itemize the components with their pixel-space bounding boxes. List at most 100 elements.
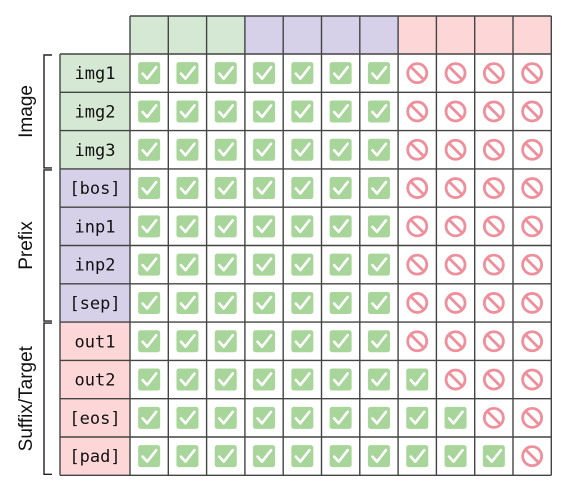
check-icon bbox=[367, 100, 390, 123]
check-icon bbox=[329, 291, 352, 314]
check-icon bbox=[176, 177, 199, 200]
check-mark bbox=[141, 295, 158, 310]
check-mark bbox=[179, 180, 196, 195]
check-mark bbox=[141, 333, 158, 349]
check-icon bbox=[367, 291, 390, 314]
check-mark bbox=[179, 257, 196, 272]
check-mark bbox=[217, 142, 235, 157]
column-header bbox=[474, 16, 513, 54]
check-icon bbox=[291, 177, 314, 200]
check-icon bbox=[138, 445, 161, 468]
check-icon bbox=[329, 138, 352, 161]
no-entry-icon bbox=[406, 292, 429, 314]
column-header bbox=[206, 16, 245, 54]
check-mark bbox=[332, 333, 349, 349]
no-entry-slash bbox=[409, 65, 425, 81]
check-mark bbox=[217, 295, 235, 310]
no-entry-icon bbox=[482, 292, 505, 314]
no-entry-ring bbox=[482, 215, 505, 238]
check-icon bbox=[214, 291, 237, 314]
check-icon bbox=[176, 291, 199, 314]
no-entry-ring bbox=[444, 330, 467, 353]
check-mark bbox=[294, 257, 311, 272]
no-entry-slash bbox=[524, 65, 540, 81]
check-icon bbox=[253, 215, 276, 238]
row-label: [eos] bbox=[69, 409, 120, 429]
check-icon bbox=[406, 368, 429, 391]
check-icon bbox=[367, 368, 390, 391]
group-bracket bbox=[43, 54, 52, 169]
group-label: Image bbox=[16, 85, 37, 138]
no-entry-slash bbox=[409, 218, 425, 235]
no-entry-ring bbox=[482, 292, 505, 314]
group-label: Suffix/Target bbox=[16, 345, 37, 451]
check-icon bbox=[329, 330, 352, 353]
no-entry-icon bbox=[444, 100, 467, 123]
check-mark bbox=[371, 372, 388, 387]
check-mark bbox=[179, 295, 196, 310]
no-entry-ring bbox=[521, 445, 544, 468]
check-mark bbox=[217, 219, 235, 234]
check-mark bbox=[141, 410, 158, 425]
check-icon bbox=[176, 445, 199, 468]
no-entry-ring bbox=[406, 253, 429, 276]
check-icon bbox=[214, 62, 237, 85]
check-mark bbox=[332, 180, 349, 195]
check-icon bbox=[214, 215, 237, 238]
check-icon bbox=[138, 406, 161, 429]
no-entry-icon bbox=[444, 292, 467, 314]
check-icon bbox=[291, 215, 314, 238]
check-mark bbox=[256, 180, 273, 195]
no-entry-icon bbox=[482, 138, 505, 161]
check-icon bbox=[176, 368, 199, 391]
no-entry-slash bbox=[486, 218, 502, 235]
row-label: img3 bbox=[75, 141, 116, 161]
no-entry-ring bbox=[444, 62, 467, 85]
check-mark bbox=[256, 295, 273, 310]
no-entry-ring bbox=[444, 215, 467, 238]
group-label: Prefix bbox=[16, 221, 37, 270]
check-mark bbox=[371, 295, 388, 310]
no-entry-icon bbox=[406, 62, 429, 85]
no-entry-icon bbox=[406, 100, 429, 123]
no-entry-ring bbox=[406, 215, 429, 238]
no-entry-icon bbox=[482, 177, 505, 199]
no-entry-slash bbox=[524, 333, 540, 349]
no-entry-ring bbox=[521, 292, 544, 314]
no-entry-slash bbox=[447, 103, 464, 120]
no-entry-ring bbox=[521, 330, 544, 353]
no-entry-slash bbox=[447, 65, 464, 81]
check-icon bbox=[138, 62, 161, 85]
check-icon bbox=[214, 406, 237, 429]
check-mark bbox=[332, 448, 349, 463]
no-entry-ring bbox=[482, 62, 505, 85]
no-entry-icon bbox=[482, 253, 505, 276]
check-mark bbox=[447, 410, 464, 425]
check-icon bbox=[138, 138, 161, 161]
no-entry-slash bbox=[447, 180, 464, 196]
no-entry-icon bbox=[444, 215, 467, 238]
check-mark bbox=[217, 257, 235, 272]
check-icon bbox=[253, 62, 276, 85]
check-mark bbox=[256, 219, 273, 234]
column-header bbox=[283, 16, 322, 54]
no-entry-ring bbox=[521, 406, 544, 429]
check-icon bbox=[367, 215, 390, 238]
check-icon bbox=[367, 330, 390, 353]
no-entry-ring bbox=[482, 100, 505, 123]
no-entry-slash bbox=[409, 256, 425, 273]
column-header bbox=[359, 16, 399, 54]
check-mark bbox=[371, 142, 388, 157]
check-icon bbox=[444, 445, 467, 468]
row-label: inp1 bbox=[75, 217, 116, 237]
check-icon bbox=[253, 445, 276, 468]
no-entry-slash bbox=[409, 142, 425, 158]
no-entry-icon bbox=[406, 138, 429, 161]
check-icon bbox=[329, 177, 352, 200]
check-icon bbox=[214, 368, 237, 391]
check-mark bbox=[141, 257, 158, 272]
check-icon bbox=[138, 100, 161, 123]
check-icon bbox=[367, 253, 390, 276]
no-entry-slash bbox=[524, 142, 540, 158]
column-header bbox=[398, 16, 437, 54]
